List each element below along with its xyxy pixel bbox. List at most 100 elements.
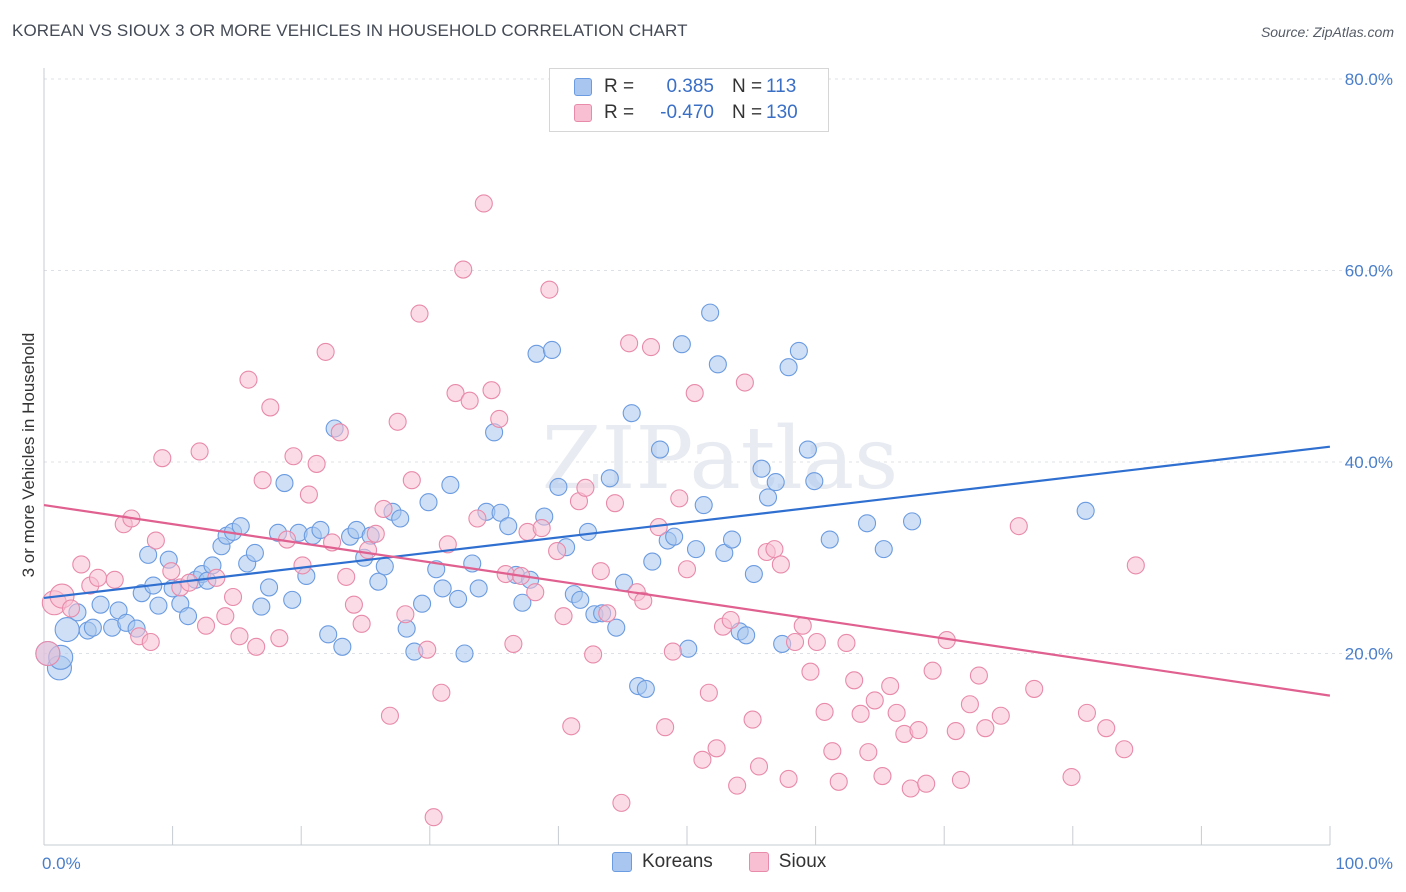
point-sioux: [424, 808, 443, 827]
point-sioux: [366, 524, 385, 543]
point-sioux: [851, 704, 870, 723]
legend-n-label: N =: [732, 102, 763, 123]
point-sioux: [504, 634, 523, 653]
point-koreans: [542, 340, 562, 360]
point-sioux: [598, 604, 617, 623]
legend-r-value: -0.470: [660, 102, 714, 123]
point-sioux: [991, 706, 1010, 725]
point-sioux: [490, 409, 509, 428]
point-sioux: [685, 384, 704, 403]
point-koreans: [333, 637, 352, 656]
point-sioux: [728, 776, 747, 795]
y-tick-label: 40.0%: [1345, 453, 1393, 472]
point-sioux: [396, 605, 415, 624]
point-sioux: [460, 391, 479, 410]
point-koreans: [419, 493, 438, 512]
point-koreans: [643, 552, 662, 571]
correlation-legend: R = 0.385 N = 113 R = -0.470 N = 130: [549, 68, 829, 132]
legend-n-value: 113: [766, 76, 797, 97]
point-sioux: [526, 583, 545, 602]
legend-item-sioux[interactable]: Sioux: [748, 851, 827, 873]
point-sioux: [146, 531, 165, 550]
point-koreans: [679, 639, 698, 658]
point-sioux: [230, 627, 249, 646]
point-koreans: [857, 514, 877, 533]
point-koreans: [499, 517, 518, 536]
point-koreans: [369, 572, 388, 591]
y-tick-label: 60.0%: [1345, 262, 1393, 281]
point-sioux: [823, 742, 842, 761]
axes: [43, 68, 1331, 846]
point-koreans: [375, 557, 394, 576]
point-sioux: [641, 338, 661, 357]
point-sioux: [785, 632, 805, 652]
y-tick-labels: 20.0% 40.0% 60.0% 80.0%: [1345, 70, 1393, 664]
point-sioux: [446, 384, 465, 403]
point-sioux: [960, 695, 979, 714]
source-label: Source: ZipAtlas.com: [1260, 24, 1394, 40]
point-koreans: [766, 473, 785, 492]
y-axis-title: 3 or more Vehicles in Household: [19, 333, 38, 578]
point-koreans: [231, 517, 250, 536]
point-sioux: [72, 555, 91, 574]
legend-swatch-sioux: [748, 852, 769, 872]
point-sioux: [468, 509, 487, 528]
point-koreans: [708, 355, 727, 374]
point-koreans: [391, 509, 410, 528]
point-koreans: [139, 545, 158, 564]
point-koreans: [491, 503, 510, 522]
point-koreans: [413, 594, 432, 613]
point-koreans: [319, 625, 338, 644]
point-sioux: [605, 494, 625, 513]
point-sioux: [380, 706, 399, 725]
point-koreans: [83, 618, 102, 637]
legend-label-koreans: Koreans: [642, 851, 713, 872]
point-sioux: [418, 640, 437, 659]
point-sioux: [432, 683, 451, 702]
point-sioux: [677, 560, 697, 579]
point-sioux: [620, 334, 639, 353]
point-sioux: [656, 718, 675, 737]
point-koreans: [758, 488, 778, 507]
point-koreans: [715, 543, 734, 563]
chart-title: KOREAN VS SIOUX 3 OR MORE VEHICLES IN HO…: [12, 21, 688, 40]
point-sioux: [284, 447, 303, 466]
point-sioux: [765, 540, 784, 559]
point-sioux: [374, 499, 393, 518]
point-sioux: [807, 632, 826, 652]
legend-swatch-sioux: [574, 104, 592, 122]
legend-label-sioux: Sioux: [778, 851, 827, 872]
point-sioux: [865, 691, 884, 710]
point-koreans: [311, 520, 330, 540]
point-sioux: [707, 739, 726, 758]
point-koreans: [694, 496, 713, 515]
point-koreans: [252, 597, 271, 616]
point-sioux: [1062, 767, 1081, 787]
point-sioux: [576, 478, 595, 497]
point-koreans: [549, 477, 568, 496]
point-koreans: [902, 512, 922, 531]
point-sioux: [540, 280, 559, 299]
point-koreans: [571, 590, 590, 609]
point-sioux: [359, 541, 378, 560]
point-sioux: [612, 793, 631, 812]
point-sioux: [946, 722, 965, 741]
point-sioux: [105, 570, 124, 589]
legend-n-value: 130: [766, 102, 798, 123]
point-sioux: [887, 703, 906, 722]
point-sioux: [316, 342, 335, 361]
point-sioux: [591, 562, 610, 581]
point-sioux: [352, 614, 371, 633]
point-sioux: [1097, 719, 1116, 738]
point-sioux: [35, 640, 61, 667]
legend-item-koreans[interactable]: Koreans: [612, 851, 713, 873]
point-sioux: [837, 633, 856, 653]
point-sioux: [261, 398, 280, 417]
point-sioux: [951, 770, 970, 789]
point-koreans: [779, 358, 798, 377]
point-sioux: [699, 683, 718, 702]
point-sioux: [743, 710, 762, 729]
legend-n-label: N =: [732, 76, 763, 97]
point-sioux: [881, 677, 900, 696]
